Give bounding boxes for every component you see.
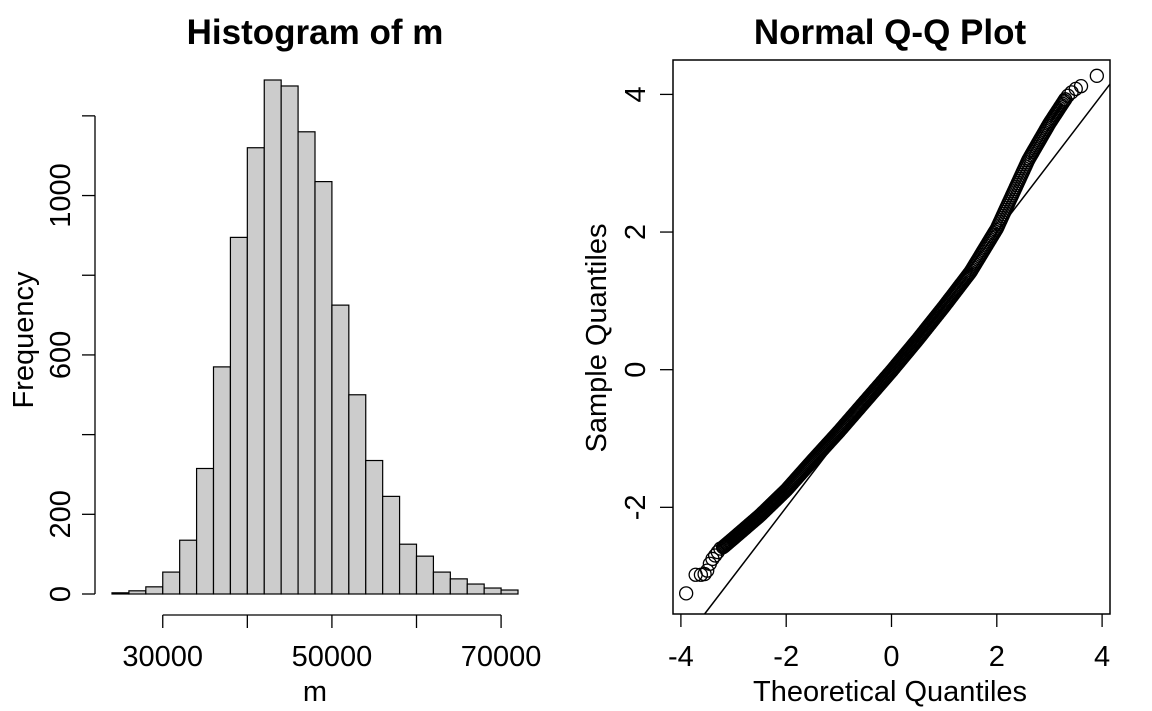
qq-point xyxy=(1073,79,1089,94)
histogram-bar xyxy=(297,131,316,595)
qq-point xyxy=(713,541,728,556)
histogram-y-axis: 0 200 600 1000 xyxy=(45,115,96,602)
histogram-bar xyxy=(382,495,401,595)
histogram-bar xyxy=(415,555,435,595)
qq-point xyxy=(710,544,725,560)
qq-y-label: Sample Quantiles xyxy=(581,224,613,453)
histogram-y-tick-label: 600 xyxy=(45,331,77,379)
histogram-bar xyxy=(128,590,147,595)
qq-point xyxy=(700,563,715,578)
qq-plot-panel: Normal Q-Q Plot Theoretical Quantiles Sa… xyxy=(581,13,1111,708)
histogram-y-tick-label: 0 xyxy=(45,586,77,602)
qq-point xyxy=(1057,93,1072,108)
qq-x-tick-label: 0 xyxy=(883,641,899,673)
qq-points xyxy=(679,68,1104,601)
qq-y-tick-label: 4 xyxy=(620,86,652,102)
histogram-bar xyxy=(280,85,299,595)
histogram-x-tick-label: 70000 xyxy=(461,641,542,673)
histogram-bar xyxy=(331,304,350,595)
histogram-y-tick-label: 200 xyxy=(45,490,77,538)
qq-point xyxy=(1089,68,1104,83)
histogram-bar xyxy=(111,592,130,595)
qq-y-tick-label: -2 xyxy=(620,494,652,520)
histogram-x-axis: 30000 50000 70000 xyxy=(122,614,542,673)
histogram-bar xyxy=(398,543,418,595)
histogram-panel: Histogram of m m Frequency 30000 50000 700… xyxy=(8,13,541,708)
histogram-bar xyxy=(162,571,181,595)
qq-y-tick-label: 2 xyxy=(620,224,652,240)
histogram-y-label: Frequency xyxy=(8,271,40,409)
histogram-y-tick-label: 1000 xyxy=(45,163,77,228)
histogram-bar xyxy=(483,587,502,595)
qq-x-label: Theoretical Quantiles xyxy=(753,676,1027,708)
histogram-bar xyxy=(229,236,248,595)
histogram-bar xyxy=(432,571,451,595)
histogram-bar xyxy=(500,589,519,595)
histogram-bar xyxy=(263,79,282,595)
histogram-x-label: m xyxy=(303,676,327,708)
qq-point xyxy=(679,586,694,601)
histogram-bar xyxy=(365,459,384,595)
histogram-bar xyxy=(195,467,215,595)
histogram-bar xyxy=(145,586,164,595)
qq-x-tick-label: 2 xyxy=(989,641,1005,673)
histogram-bar xyxy=(246,147,265,595)
qq-x-tick-label: 4 xyxy=(1094,641,1110,673)
histogram-bars xyxy=(111,79,519,595)
histogram-bar xyxy=(179,539,198,595)
histogram-bar xyxy=(348,394,367,595)
histogram-x-tick-label: 50000 xyxy=(292,641,373,673)
histogram-x-tick-label: 30000 xyxy=(122,641,203,673)
qq-y-tick-label: 0 xyxy=(620,362,652,378)
histogram-bar xyxy=(212,366,232,595)
qq-plot-title: Normal Q-Q Plot xyxy=(754,13,1027,52)
qq-point xyxy=(1055,96,1070,111)
histogram-bar xyxy=(466,583,485,595)
qq-x-axis: -4 -2 0 2 4 xyxy=(668,614,1110,673)
qq-y-axis: -2 0 2 4 xyxy=(620,86,673,520)
qq-x-tick-label: -4 xyxy=(668,641,694,673)
histogram-bar xyxy=(449,578,468,595)
histogram-bar xyxy=(314,181,333,595)
histogram-title: Histogram of m xyxy=(187,13,444,52)
qq-x-tick-label: -2 xyxy=(773,641,799,673)
